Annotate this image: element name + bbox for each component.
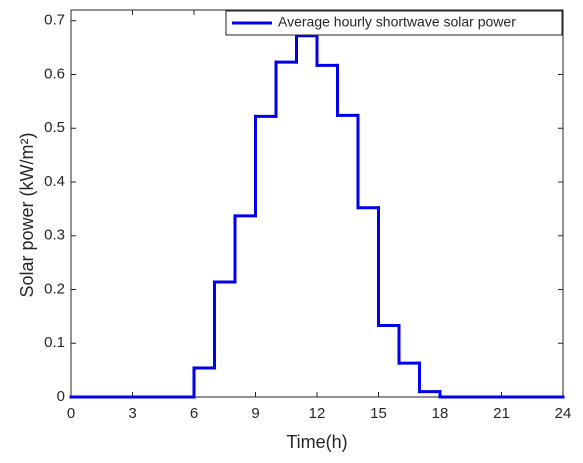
y-tick-label: 0.4 xyxy=(44,173,65,190)
plot-area xyxy=(70,9,564,398)
x-tick-label: 3 xyxy=(128,405,136,422)
x-tick-label: 12 xyxy=(309,405,326,422)
x-tick-label: 15 xyxy=(370,405,387,422)
legend-box xyxy=(225,10,563,36)
x-tick-label: 24 xyxy=(555,405,572,422)
x-tick-label: 21 xyxy=(493,405,510,422)
x-tick-label: 18 xyxy=(432,405,449,422)
legend-label: Average hourly shortwave solar power xyxy=(278,14,516,30)
y-tick-label: 0.3 xyxy=(44,227,65,244)
y-tick-label: 0 xyxy=(57,388,65,405)
y-tick-label: 0.7 xyxy=(44,12,65,29)
y-tick-label: 0.5 xyxy=(44,119,65,136)
x-axis-label: Time(h) xyxy=(286,432,347,452)
x-tick-label: 0 xyxy=(67,405,75,422)
x-tick-label: 6 xyxy=(190,405,198,422)
x-tick-label: 9 xyxy=(251,405,259,422)
y-axis-label: Solar power (kW/m²) xyxy=(17,132,37,297)
y-tick-label: 0.1 xyxy=(44,334,65,351)
y-tick-label: 0.2 xyxy=(44,280,65,297)
y-tick-label: 0.6 xyxy=(44,65,65,82)
